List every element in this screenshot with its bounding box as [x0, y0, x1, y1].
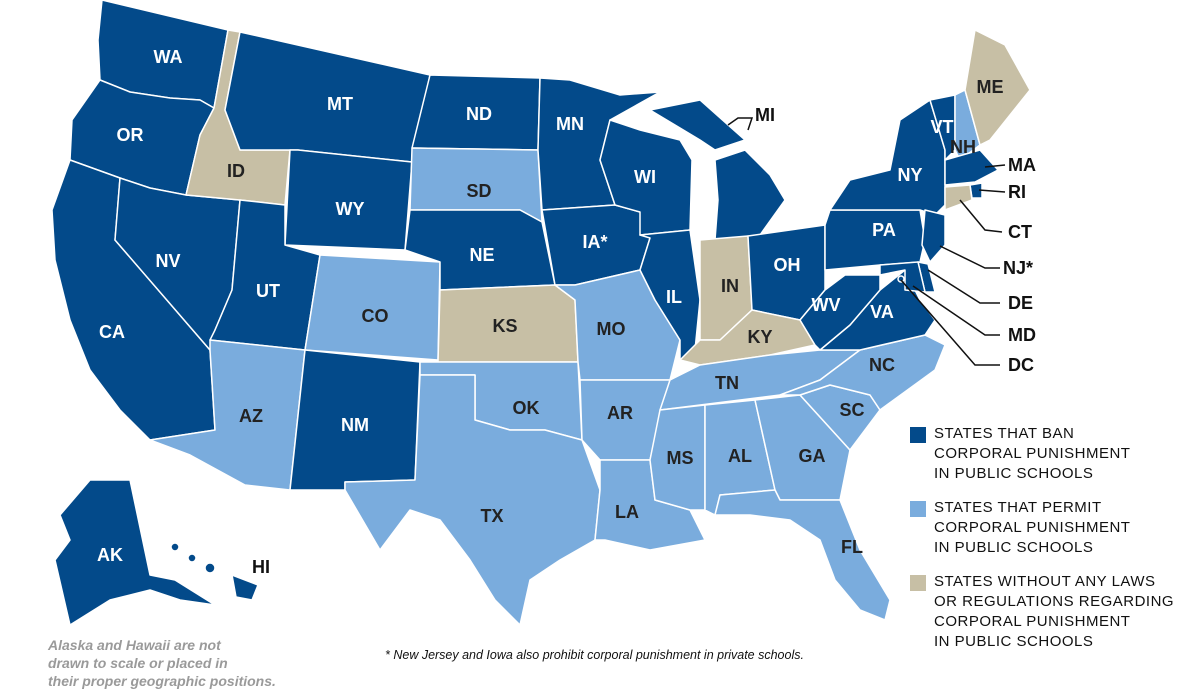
label-nm: NM: [341, 415, 369, 435]
state-ny[interactable]: [829, 99, 946, 216]
leader-mi: [727, 117, 754, 131]
legend-item-ban: STATES THAT BAN CORPORAL PUNISHMENT IN P…: [910, 424, 1190, 484]
label-tn: TN: [715, 373, 739, 393]
label-ga: GA: [799, 446, 826, 466]
label-il: IL: [666, 287, 682, 307]
legend-no-law-line: STATES WITHOUT ANY LAWS: [934, 573, 1156, 590]
state-ct[interactable]: [944, 184, 973, 211]
legend-no-law-line: OR REGULATIONS REGARDING: [934, 593, 1175, 610]
inset-note: Alaska and Hawaii are not drawn to scale…: [48, 636, 328, 690]
leader-md: [912, 285, 1000, 336]
label-nj: NJ*: [1003, 258, 1033, 278]
label-co: CO: [362, 306, 389, 326]
legend-swatch-no-law: [910, 575, 926, 591]
leader-dc: [900, 279, 1000, 366]
state-wy[interactable]: [284, 149, 413, 251]
leader-ma: [984, 164, 1006, 168]
label-wy: WY: [336, 199, 365, 219]
legend-ban-line: STATES THAT BAN: [934, 425, 1075, 442]
label-me: ME: [977, 77, 1004, 97]
label-de: DE: [1008, 293, 1033, 313]
label-ne: NE: [469, 245, 494, 265]
label-wa: WA: [154, 47, 183, 67]
label-ok: OK: [513, 398, 540, 418]
label-ks: KS: [492, 316, 517, 336]
label-ak: AK: [97, 545, 123, 565]
label-la: LA: [615, 502, 639, 522]
state-fl[interactable]: [714, 489, 891, 621]
label-ct: CT: [1008, 222, 1032, 242]
legend-no-law-line: IN PUBLIC SCHOOLS: [934, 633, 1094, 650]
label-dc: DC: [1008, 355, 1034, 375]
legend-item-no-law: STATES WITHOUT ANY LAWS OR REGULATIONS R…: [910, 572, 1190, 652]
legend-swatch-ban: [910, 427, 926, 443]
label-ri: RI: [1008, 182, 1026, 202]
label-ms: MS: [667, 448, 694, 468]
state-ma[interactable]: [944, 149, 999, 186]
state-nj[interactable]: [921, 209, 946, 263]
label-wi: WI: [634, 167, 656, 187]
state-tx[interactable]: [344, 374, 601, 626]
label-ca: CA: [99, 322, 125, 342]
leader-nj: [939, 245, 1000, 269]
state-mi[interactable]: [649, 99, 786, 241]
label-mn: MN: [556, 114, 584, 134]
label-nd: ND: [466, 104, 492, 124]
label-ky: KY: [747, 327, 772, 347]
legend-permit-line: IN PUBLIC SCHOOLS: [934, 539, 1094, 556]
legend-permit-line: CORPORAL PUNISHMENT: [934, 519, 1131, 536]
label-ia: IA*: [582, 232, 607, 252]
label-hi: HI: [252, 557, 270, 577]
label-tx: TX: [480, 506, 503, 526]
state-dc[interactable]: [897, 275, 905, 283]
leader-ct: [959, 199, 1003, 233]
label-mo: MO: [597, 319, 626, 339]
state-md[interactable]: [879, 261, 926, 293]
label-oh: OH: [774, 255, 801, 275]
state-nc[interactable]: [779, 334, 946, 411]
state-hi[interactable]: [170, 542, 259, 601]
label-al: AL: [728, 446, 752, 466]
state-ak[interactable]: [54, 479, 216, 626]
inset-note-line: their proper geographic positions.: [48, 673, 276, 689]
footnote: * New Jersey and Iowa also prohibit corp…: [385, 648, 804, 662]
label-ut: UT: [256, 281, 280, 301]
label-nc: NC: [869, 355, 895, 375]
label-az: AZ: [239, 406, 263, 426]
label-ny: NY: [897, 165, 922, 185]
label-wv: WV: [812, 295, 841, 315]
label-sc: SC: [839, 400, 864, 420]
inset-note-line: Alaska and Hawaii are not: [48, 637, 221, 653]
label-mt: MT: [327, 94, 353, 114]
legend: STATES THAT BAN CORPORAL PUNISHMENT IN P…: [910, 424, 1190, 666]
label-ma: MA: [1008, 155, 1036, 175]
leader-ri: [978, 189, 1006, 193]
legend-permit-line: STATES THAT PERMIT: [934, 499, 1102, 516]
state-vt[interactable]: [929, 94, 956, 161]
label-ar: AR: [607, 403, 633, 423]
state-il[interactable]: [639, 229, 701, 361]
label-mi: MI: [755, 105, 775, 125]
label-nv: NV: [155, 251, 180, 271]
legend-no-law-line: CORPORAL PUNISHMENT: [934, 613, 1131, 630]
legend-item-permit: STATES THAT PERMIT CORPORAL PUNISHMENT I…: [910, 498, 1190, 558]
legend-swatch-permit: [910, 501, 926, 517]
inset-note-line: drawn to scale or placed in: [48, 655, 228, 671]
label-sd: SD: [466, 181, 491, 201]
legend-ban-line: IN PUBLIC SCHOOLS: [934, 465, 1094, 482]
state-me[interactable]: [964, 29, 1031, 146]
label-nh: NH: [950, 137, 976, 157]
label-or: OR: [117, 125, 144, 145]
label-in: IN: [721, 276, 739, 296]
leader-de: [927, 269, 1000, 304]
label-vt: VT: [930, 117, 953, 137]
label-fl: FL: [841, 537, 863, 557]
label-id: ID: [227, 161, 245, 181]
legend-ban-line: CORPORAL PUNISHMENT: [934, 445, 1131, 462]
label-md: MD: [1008, 325, 1036, 345]
label-pa: PA: [872, 220, 896, 240]
label-va: VA: [870, 302, 894, 322]
